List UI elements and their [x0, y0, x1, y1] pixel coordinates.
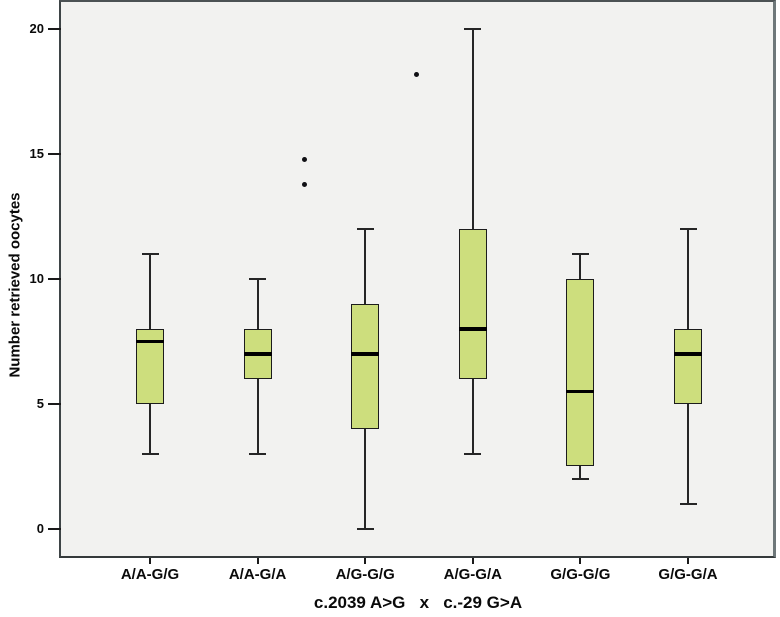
median-line: [674, 352, 702, 356]
upper-whisker-cap: [679, 228, 697, 231]
y-tick-label: 0: [36, 520, 44, 536]
y-tick-label: 10: [29, 271, 44, 286]
lower-whisker-cap: [141, 452, 159, 455]
x-tick-label: A/A-G/A: [228, 566, 287, 583]
lower-whisker-cap: [356, 527, 374, 530]
x-tick-label: A/G-G/A: [443, 566, 502, 583]
lower-whisker-cap: [571, 477, 589, 480]
y-axis-title: Number retrieved oocytes: [6, 192, 24, 378]
upper-whisker-line: [687, 229, 689, 329]
upper-whisker-cap: [571, 253, 589, 256]
lower-whisker-cap: [249, 452, 267, 455]
y-tick-mark: [48, 527, 61, 530]
iqr-box-G/G-G/G: [566, 279, 595, 467]
median-line: [136, 339, 164, 344]
lower-whisker-line: [256, 378, 259, 454]
lower-whisker-cap: [464, 452, 482, 455]
upper-whisker-line: [149, 254, 151, 329]
outlier-point: [414, 71, 420, 77]
lower-whisker-line: [579, 466, 582, 479]
lower-whisker-line: [471, 378, 474, 454]
x-tick-mark: [149, 558, 151, 564]
x-tick-label: G/G-G/A: [658, 566, 718, 583]
lower-whisker-line: [687, 403, 689, 504]
median-line: [566, 389, 595, 393]
outlier-point: [302, 156, 308, 162]
x-axis-title: c.2039 A>G x c.-29 G>A: [313, 593, 523, 612]
x-tick-label: A/G-G/G: [335, 566, 395, 583]
x-tick-label: G/G-G/G: [550, 566, 611, 583]
y-tick-mark: [48, 153, 61, 156]
median-line: [458, 327, 487, 331]
upper-whisker-cap: [464, 28, 482, 31]
upper-whisker-cap: [249, 278, 267, 280]
upper-whisker-line: [579, 254, 582, 279]
upper-whisker-line: [471, 29, 474, 230]
x-tick-mark: [256, 558, 259, 564]
y-tick-label: 20: [29, 21, 44, 37]
median-line: [351, 352, 380, 356]
x-tick-mark: [687, 558, 689, 564]
x-tick-label: A/A-G/G: [120, 566, 180, 583]
y-tick-mark: [48, 402, 61, 405]
iqr-box-G/G-G/A: [674, 328, 702, 404]
x-tick-mark: [579, 558, 582, 564]
y-tick-mark: [48, 28, 61, 31]
upper-whisker-line: [256, 279, 259, 329]
upper-whisker-line: [364, 229, 367, 304]
y-tick-label: 15: [29, 146, 44, 162]
plot-area: [59, 0, 776, 558]
iqr-box-A/G-G/G: [351, 303, 380, 429]
x-tick-mark: [471, 558, 474, 564]
upper-whisker-cap: [141, 253, 159, 256]
outlier-point: [302, 181, 308, 187]
y-tick-label: 5: [36, 395, 44, 411]
x-tick-mark: [364, 558, 367, 564]
upper-whisker-cap: [356, 228, 374, 231]
lower-whisker-line: [149, 403, 151, 454]
lower-whisker-line: [364, 428, 367, 529]
y-tick-mark: [48, 278, 61, 280]
median-line: [243, 352, 272, 356]
lower-whisker-cap: [679, 502, 697, 505]
iqr-box-A/G-G/A: [458, 229, 487, 379]
